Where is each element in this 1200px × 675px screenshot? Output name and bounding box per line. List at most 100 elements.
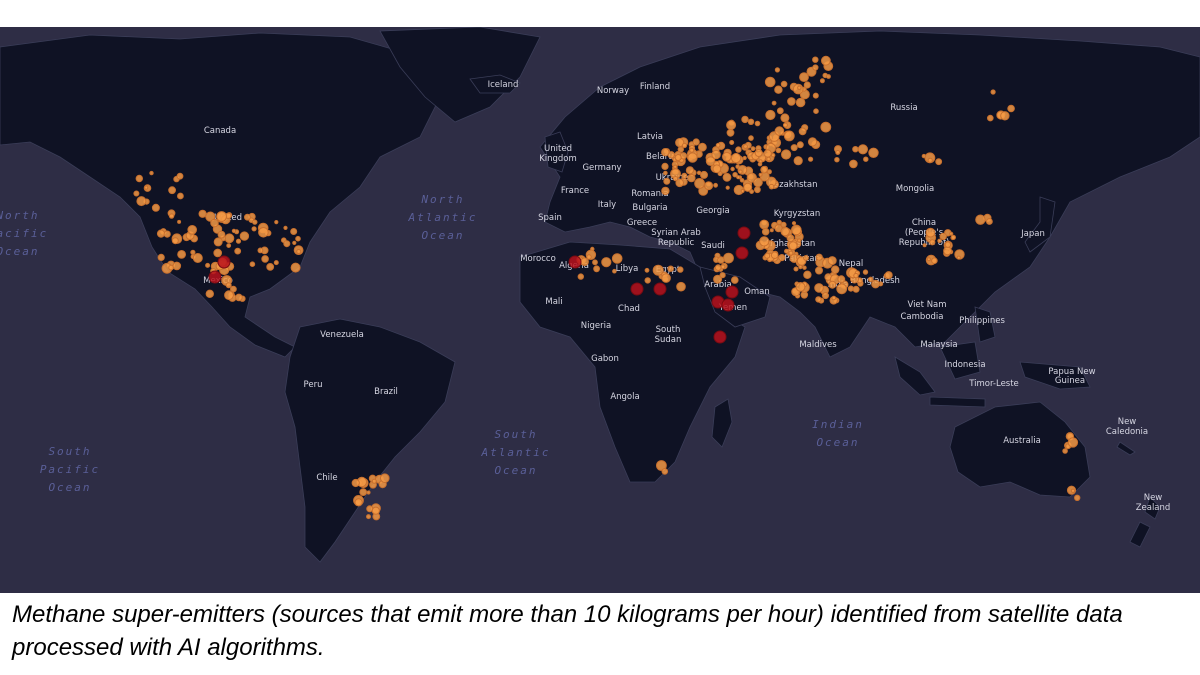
country-label: Chile <box>316 473 337 483</box>
country-label: Zealand <box>1136 503 1171 513</box>
emitter-marker <box>252 219 258 225</box>
emitter-marker <box>795 97 806 108</box>
emitter-marker <box>820 121 832 133</box>
land-layer <box>0 27 1200 563</box>
country-label: Mali <box>545 297 562 307</box>
country-label: Libya <box>616 264 639 274</box>
country-label: Saudi <box>701 241 725 251</box>
emitter-marker <box>798 127 807 136</box>
emitter-marker <box>795 282 806 292</box>
emitter-marker <box>216 211 228 222</box>
emitter-marker <box>677 266 684 273</box>
emitter-marker <box>926 257 931 262</box>
emitter-marker <box>198 209 207 218</box>
emitter-marker <box>171 237 179 245</box>
country-label: Georgia <box>696 206 729 216</box>
emitter-marker <box>366 514 371 520</box>
emitter-marker <box>827 256 837 266</box>
emitter-marker <box>354 498 363 507</box>
landmass-philippines <box>974 306 996 343</box>
country-label: United <box>544 144 572 154</box>
emitter-marker <box>764 76 776 88</box>
ocean-label-line: South <box>48 445 91 458</box>
landmass-north-america <box>0 32 441 358</box>
emitter-marker <box>774 67 781 73</box>
emitter-marker <box>780 226 790 237</box>
emitter-marker <box>812 64 819 71</box>
emitter-marker <box>803 270 812 280</box>
emitter-marker <box>803 81 811 89</box>
emitter-marker <box>731 153 742 164</box>
emitter-marker <box>673 164 678 169</box>
ocean-label-line: Pacific <box>40 463 100 476</box>
emitter-marker <box>1070 488 1076 493</box>
ocean-label-line: South <box>494 428 537 441</box>
country-label: Caledonia <box>1106 427 1148 437</box>
ocean-label: North Atlantic Ocean <box>408 193 478 242</box>
emitter-marker <box>366 505 374 513</box>
emitter-marker <box>177 219 182 224</box>
emitter-marker <box>685 166 695 175</box>
ocean-label-line: Pacific <box>0 227 48 240</box>
emitter-marker <box>192 253 203 263</box>
emitter-marker <box>213 248 222 258</box>
country-label: Kingdom <box>539 154 577 164</box>
emitter-marker <box>990 89 996 95</box>
world-map-svg: NorthAtlanticOceanNorthPacificOceanSouth… <box>0 27 1200 563</box>
emitter-marker <box>726 120 737 130</box>
country-label: New <box>1144 493 1163 503</box>
emitter-marker <box>747 118 755 126</box>
emitter-marker <box>834 157 840 163</box>
large-emitter-marker <box>725 285 739 299</box>
emitter-marker <box>273 260 279 266</box>
emitter-marker <box>692 138 700 146</box>
country-label: Morocco <box>520 254 556 264</box>
emitter-marker <box>837 275 846 284</box>
emitter-marker <box>676 281 686 292</box>
country-label: Republic <box>658 238 695 248</box>
emitter-marker <box>261 255 269 263</box>
emitter-marker <box>868 276 874 283</box>
emitter-marker <box>719 272 726 279</box>
emitter-marker <box>672 176 679 182</box>
landmass-indonesia-java <box>929 396 986 408</box>
emitter-marker <box>852 285 860 293</box>
landmass-japan <box>1024 196 1056 253</box>
emitter-marker <box>862 269 869 275</box>
country-label: Australia <box>1003 436 1041 446</box>
emitter-marker <box>929 239 936 246</box>
emitter-marker <box>366 490 371 495</box>
landmass-iceland <box>469 74 521 94</box>
emitter-marker <box>217 230 226 239</box>
emitter-marker <box>652 264 664 276</box>
emitter-marker <box>371 506 380 515</box>
emitter-marker <box>730 166 735 172</box>
emitter-marker <box>788 250 794 256</box>
emitter-marker <box>761 227 770 236</box>
country-label: Romania <box>631 189 668 199</box>
emitter-marker <box>611 253 623 264</box>
emitter-marker <box>224 233 235 244</box>
emitter-marker <box>791 224 802 236</box>
emitter-marker <box>144 185 149 190</box>
emitter-marker <box>802 265 807 270</box>
large-emitter-marker <box>735 246 749 260</box>
emitter-marker <box>863 156 869 162</box>
emitter-marker <box>743 182 753 192</box>
country-label: Angola <box>610 392 639 402</box>
emitter-marker <box>190 249 196 255</box>
country-label: France <box>561 186 589 196</box>
emitter-marker <box>689 147 695 153</box>
landmass-new-guinea <box>1019 361 1091 390</box>
emitter-marker <box>821 55 831 66</box>
emitter-marker <box>743 144 748 149</box>
emitter-marker <box>704 181 714 191</box>
emitter-marker <box>257 247 264 254</box>
country-label: Arabia <box>704 280 731 290</box>
emitter-marker <box>921 153 927 159</box>
emitter-marker <box>783 130 795 142</box>
large-emitter-marker <box>737 226 751 240</box>
country-label: Canada <box>204 126 236 136</box>
large-emitter-marker <box>653 282 667 296</box>
emitter-marker <box>796 141 804 149</box>
